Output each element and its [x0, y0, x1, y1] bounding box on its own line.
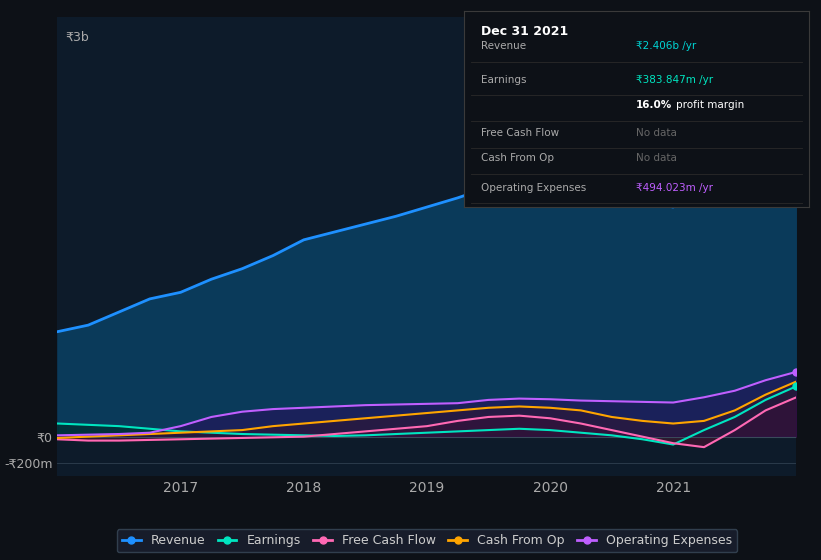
Text: Operating Expenses: Operating Expenses [481, 183, 586, 193]
Text: 16.0%: 16.0% [636, 100, 672, 110]
Text: ₹383.847m /yr: ₹383.847m /yr [636, 75, 713, 85]
Text: No data: No data [636, 153, 677, 163]
Text: Cash From Op: Cash From Op [481, 153, 554, 163]
Text: No data: No data [636, 128, 677, 138]
Text: Free Cash Flow: Free Cash Flow [481, 128, 559, 138]
Text: ₹494.023m /yr: ₹494.023m /yr [636, 183, 713, 193]
Text: Revenue: Revenue [481, 41, 526, 52]
Text: Dec 31 2021: Dec 31 2021 [481, 25, 568, 38]
Text: ₹3b: ₹3b [65, 31, 89, 44]
Text: Earnings: Earnings [481, 75, 526, 85]
Text: ₹2.406b /yr: ₹2.406b /yr [636, 41, 696, 52]
Legend: Revenue, Earnings, Free Cash Flow, Cash From Op, Operating Expenses: Revenue, Earnings, Free Cash Flow, Cash … [117, 529, 737, 552]
Text: profit margin: profit margin [676, 100, 744, 110]
